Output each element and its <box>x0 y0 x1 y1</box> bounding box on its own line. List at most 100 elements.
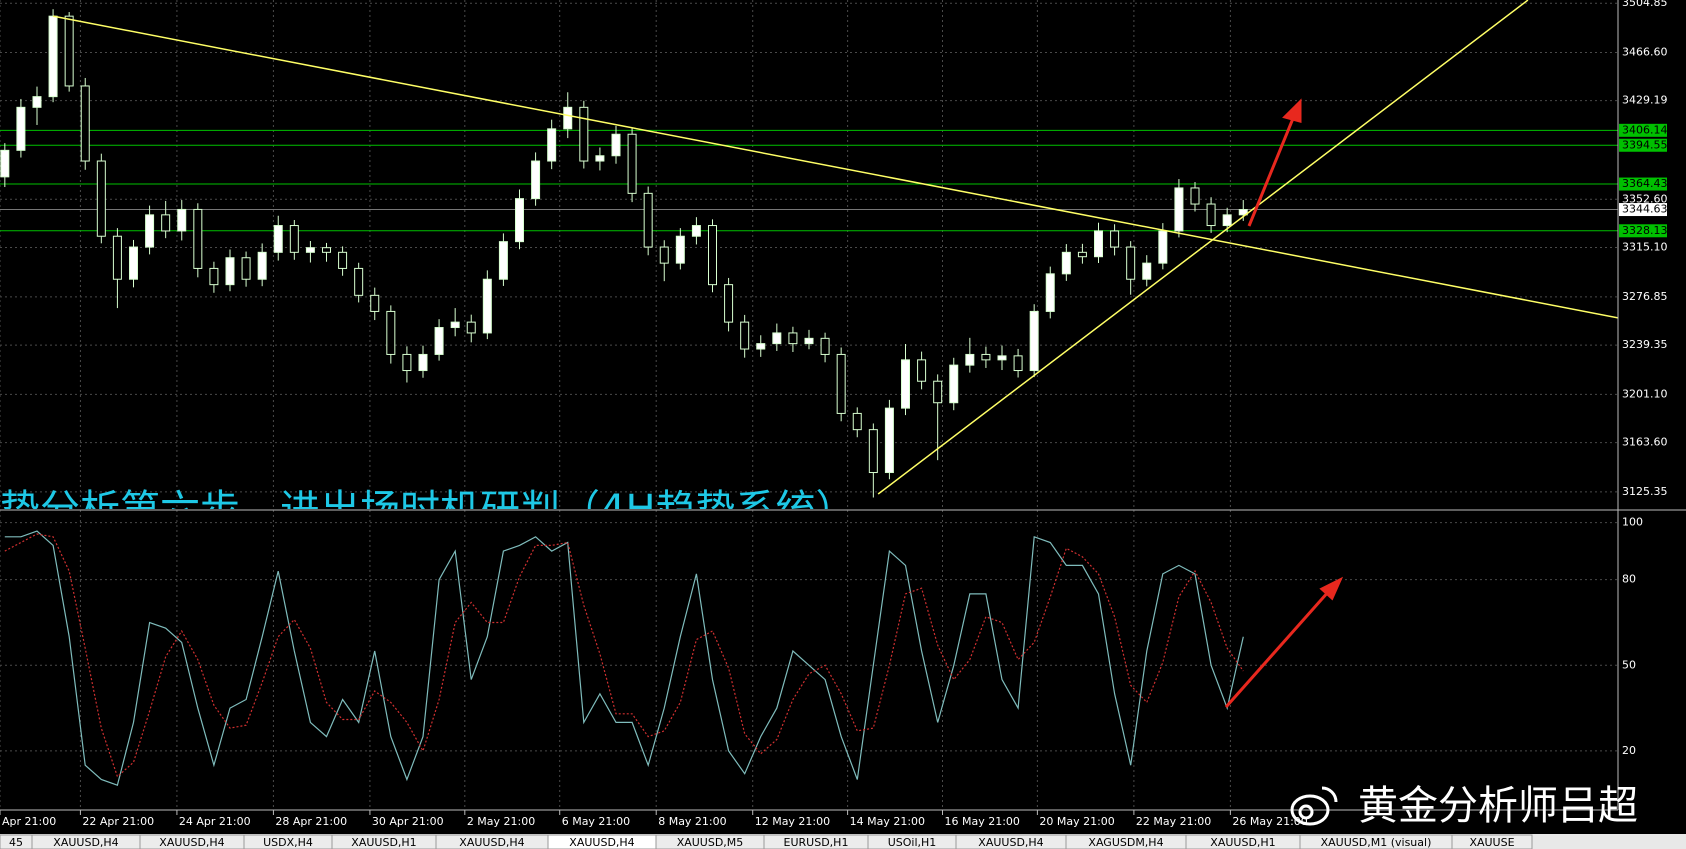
candle-body <box>273 225 283 253</box>
candle-body <box>338 251 348 269</box>
candle-body <box>177 208 187 232</box>
candle-body <box>1110 230 1120 248</box>
arrow-head <box>1282 98 1302 123</box>
tab-label[interactable]: XAGUSDM,H4 <box>1088 836 1163 849</box>
candle-body <box>128 246 138 280</box>
candle-body <box>691 225 701 237</box>
candle-body <box>112 235 122 280</box>
current-price-box <box>1619 203 1667 217</box>
candle-body <box>1126 246 1136 280</box>
candle-body <box>933 380 943 404</box>
candle-body <box>498 241 508 280</box>
candle-body <box>1013 355 1023 372</box>
y-tick-label: 20 <box>1622 744 1636 757</box>
x-tick-label: 22 May 21:00 <box>1136 815 1211 828</box>
level-label: 3328.13 <box>1622 224 1668 237</box>
candle-body <box>531 160 541 200</box>
candle-body <box>305 247 315 253</box>
candle-body <box>1094 230 1104 258</box>
tab-label[interactable]: USDX,H4 <box>263 836 313 849</box>
tab[interactable] <box>1451 834 1533 849</box>
tab-label[interactable]: XAUUSD,H1 <box>351 836 416 849</box>
candle-body <box>1158 230 1168 264</box>
y-tick-label: 3276.85 <box>1622 290 1668 303</box>
tab-label[interactable]: XAUUSD,H4 <box>978 836 1043 849</box>
watermark-icon <box>1290 786 1338 826</box>
level-label: 3394.55 <box>1622 138 1668 151</box>
candle-body <box>965 353 975 366</box>
candle-body <box>1142 262 1152 280</box>
level-label-box <box>1619 123 1667 137</box>
y-tick-label: 3125.35 <box>1622 485 1668 498</box>
tab-label[interactable]: XAUUSD,M1 (visual) <box>1321 836 1432 849</box>
tab-label[interactable]: XAUUSD,M5 <box>677 836 744 849</box>
candle-body <box>1238 209 1248 216</box>
candle-body <box>32 96 42 108</box>
candle-body <box>659 246 669 264</box>
icon <box>1321 786 1338 803</box>
candle-body <box>917 359 927 382</box>
tab-label[interactable]: USOil,H1 <box>888 836 937 849</box>
candle-body <box>595 155 605 162</box>
annotation-arrows <box>1224 98 1344 708</box>
candle-body <box>482 278 492 334</box>
tab-label[interactable]: XAUUSD,H4 <box>459 836 524 849</box>
tab-label[interactable]: 45 <box>9 836 23 849</box>
tab-label[interactable]: XAUUSD,H4 <box>569 836 634 849</box>
candle-body <box>80 85 90 162</box>
candle-body <box>547 128 557 162</box>
candle-body <box>1029 310 1039 372</box>
candle-body <box>354 267 364 296</box>
candle-body <box>48 15 58 98</box>
candle-body <box>868 429 878 474</box>
y-tick-label: 80 <box>1622 573 1636 586</box>
x-tick-label: 12 May 21:00 <box>755 815 830 828</box>
x-tick-label: 16 May 21:00 <box>944 815 1019 828</box>
y-tick-label: 3239.35 <box>1622 338 1668 351</box>
candle-body <box>836 353 846 414</box>
x-tick-label: 8 May 21:00 <box>658 815 726 828</box>
y-tick-label: 100 <box>1622 516 1643 529</box>
tab-label[interactable]: XAUUSE <box>1469 836 1514 849</box>
tab-label[interactable]: XAUUSD,H1 <box>1210 836 1275 849</box>
tab-label[interactable]: XAUUSD,H4 <box>159 836 224 849</box>
candle-body <box>804 337 814 345</box>
level-label: 3406.14 <box>1622 123 1668 136</box>
candle-body <box>627 133 637 194</box>
candle-body <box>1045 273 1055 312</box>
x-tick-label: 14 May 21:00 <box>850 815 925 828</box>
candle-body <box>450 321 460 329</box>
x-tick-label: 28 Apr 21:00 <box>275 815 347 828</box>
candle-body <box>434 327 444 355</box>
y-tick-label: 3315.10 <box>1622 241 1668 254</box>
x-tick-label: 26 May 21:00 <box>1232 815 1307 828</box>
x-tick-label: 20 May 21:00 <box>1039 815 1114 828</box>
tab-label[interactable]: XAUUSD,H4 <box>53 836 118 849</box>
candle-body <box>1077 251 1087 258</box>
icon <box>1290 794 1330 826</box>
tab-label[interactable]: EURUSD,H1 <box>784 836 849 849</box>
candle-body <box>1222 214 1232 227</box>
candle-body <box>1174 187 1184 232</box>
x-tick-label: 6 May 21:00 <box>562 815 630 828</box>
current-price-label: 3344.63 <box>1622 203 1668 216</box>
candle-body <box>257 251 267 280</box>
candle-body <box>852 412 862 431</box>
arrow <box>1247 115 1296 227</box>
oscillator-line <box>4 533 1244 778</box>
candle-body <box>514 198 524 243</box>
candle-body <box>756 343 766 350</box>
oscillator-line <box>4 530 1244 786</box>
candle-body <box>16 106 26 151</box>
candle-body <box>563 106 573 130</box>
candle-body <box>466 321 476 334</box>
level-label-box <box>1619 224 1667 238</box>
candle-body <box>949 364 959 404</box>
level-label-box <box>1619 138 1667 152</box>
y-tick-label: 3201.10 <box>1622 387 1668 400</box>
candle-body <box>386 310 396 355</box>
candle-body <box>225 257 235 286</box>
plots <box>0 0 1618 786</box>
